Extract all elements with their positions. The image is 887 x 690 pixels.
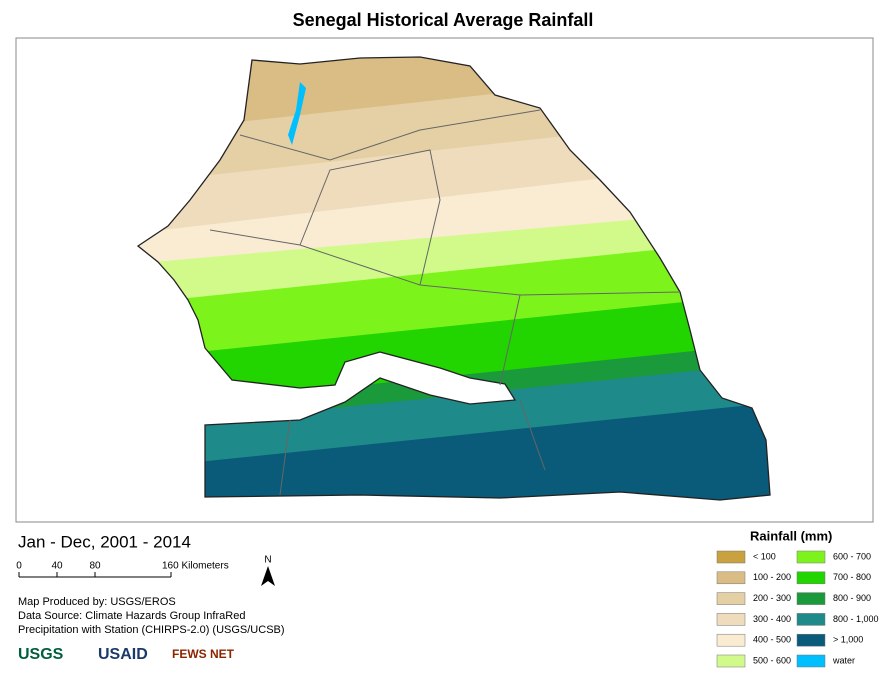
legend-label: 600 - 700: [833, 551, 871, 561]
north-arrow: [261, 566, 275, 586]
legend-swatch: [716, 633, 746, 647]
legend-label: 300 - 400: [753, 614, 791, 624]
scale-bar: [18, 572, 172, 578]
title: Senegal Historical Average Rainfall: [293, 10, 594, 30]
legend-label: 400 - 500: [753, 635, 791, 645]
legend-label: 500 - 600: [753, 655, 791, 665]
legend-swatch: [796, 613, 826, 626]
legend-swatch: [796, 550, 826, 564]
scale-label: 160 Kilometers: [162, 561, 229, 572]
legend-label: < 100: [753, 551, 776, 561]
legend-swatch: [716, 654, 746, 668]
legend-swatch: [796, 571, 826, 585]
legend-label: 800 - 900: [833, 593, 871, 603]
legend-label: water: [832, 655, 855, 665]
period: Jan - Dec, 2001 - 2014: [18, 532, 191, 551]
lake: [288, 82, 306, 145]
logo: FEWS NET: [172, 647, 235, 661]
legend-swatch: [716, 550, 746, 564]
region-borders: [209, 109, 681, 496]
scale-label: 40: [51, 561, 63, 572]
legend-label: 700 - 800: [833, 572, 871, 582]
logo: USAID: [98, 646, 148, 663]
legend-swatch: [716, 571, 746, 585]
logo: USGS: [18, 646, 64, 663]
legend-swatch: [796, 654, 826, 668]
legend-swatch: [716, 592, 746, 605]
credit-line: Map Produced by: USGS/EROS: [18, 596, 176, 608]
legend-swatch: [796, 592, 826, 605]
credit-line: Data Source: Climate Hazards Group Infra…: [18, 610, 245, 622]
legend-label: 800 - 1,000: [833, 614, 879, 624]
scale-label: 0: [16, 561, 22, 572]
legend: < 100 100 - 200 200 - 300 300 - 400 400 - 50…: [716, 550, 879, 668]
rainfall-band: [138, 400, 770, 500]
legend-label: > 1,000: [833, 635, 863, 645]
credit-line: Precipitation with Station (CHIRPS-2.0) …: [18, 624, 285, 636]
north-label: N: [264, 555, 271, 566]
legend-swatch: [796, 633, 826, 647]
legend-label: 100 - 200: [753, 572, 791, 582]
scale-label: 80: [89, 561, 101, 572]
legend-title: Rainfall (mm): [750, 528, 832, 543]
legend-swatch: [716, 613, 746, 626]
legend-label: 200 - 300: [753, 593, 791, 603]
